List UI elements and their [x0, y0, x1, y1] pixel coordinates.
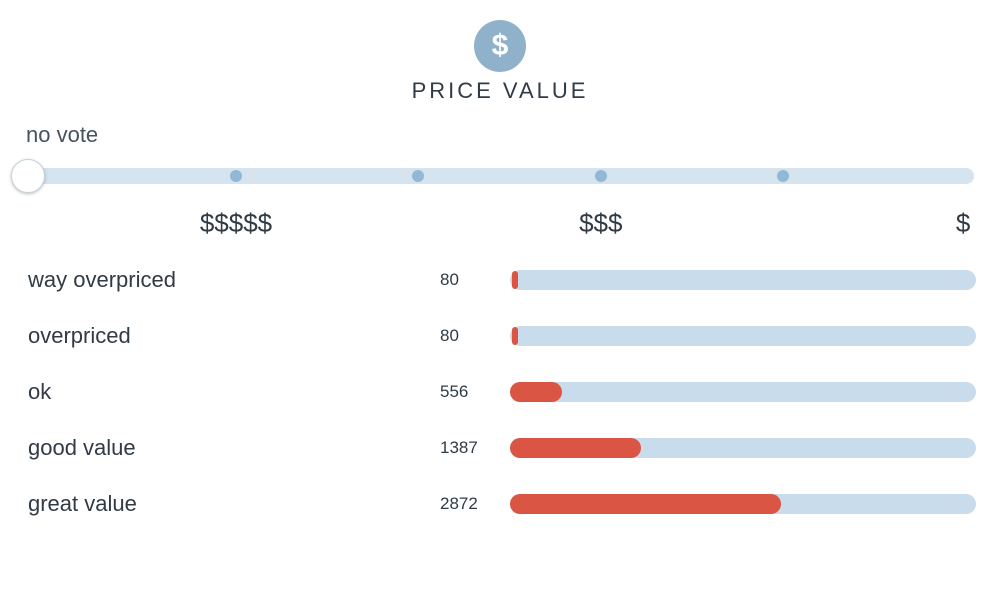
slider-tick — [230, 170, 242, 182]
vote-row-label: way overpriced — [20, 267, 440, 293]
vote-row: good value1387 — [20, 420, 980, 476]
price-value-widget: $ PRICE VALUE no vote $$$$$$$$$ way over… — [0, 0, 1000, 604]
vote-row-label: great value — [20, 491, 440, 517]
scale-label: $$$$$ — [200, 208, 272, 239]
scale-labels: $$$$$$$$$ — [20, 208, 980, 242]
slider-thumb[interactable] — [11, 159, 45, 193]
slider-tick — [412, 170, 424, 182]
bar-track — [510, 382, 976, 402]
slider-caption: no vote — [26, 122, 980, 148]
bar-fill — [510, 382, 562, 402]
vote-row: great value2872 — [20, 476, 980, 532]
bar-fill — [510, 438, 641, 458]
vote-row-count: 556 — [440, 382, 510, 402]
bar-track — [510, 326, 976, 346]
slider-tick — [595, 170, 607, 182]
vote-row-label: ok — [20, 379, 440, 405]
dollar-icon: $ — [474, 20, 526, 72]
vote-row-bar — [510, 438, 980, 458]
vote-row: way overpriced80 — [20, 252, 980, 308]
vote-row: overpriced80 — [20, 308, 980, 364]
vote-row-bar — [510, 382, 980, 402]
header: $ PRICE VALUE — [20, 20, 980, 104]
vote-row-bar — [510, 326, 980, 346]
vote-row-bar — [510, 270, 980, 290]
vote-rows: way overpriced80overpriced80ok556good va… — [20, 252, 980, 532]
dollar-icon-glyph: $ — [492, 29, 509, 63]
slider-tick — [777, 170, 789, 182]
vote-row-count: 2872 — [440, 494, 510, 514]
vote-row-count: 80 — [440, 326, 510, 346]
vote-row-label: overpriced — [20, 323, 440, 349]
vote-row-label: good value — [20, 435, 440, 461]
vote-row-bar — [510, 494, 980, 514]
scale-label: $$$ — [579, 208, 622, 239]
bar-fill — [512, 271, 518, 289]
vote-row-count: 1387 — [440, 438, 510, 458]
price-slider[interactable] — [20, 154, 980, 190]
bar-fill — [512, 327, 518, 345]
bar-track — [510, 270, 976, 290]
vote-row-count: 80 — [440, 270, 510, 290]
vote-row: ok556 — [20, 364, 980, 420]
bar-fill — [510, 494, 781, 514]
title: PRICE VALUE — [20, 78, 980, 104]
scale-label: $ — [956, 208, 970, 239]
slider-track — [26, 168, 974, 184]
